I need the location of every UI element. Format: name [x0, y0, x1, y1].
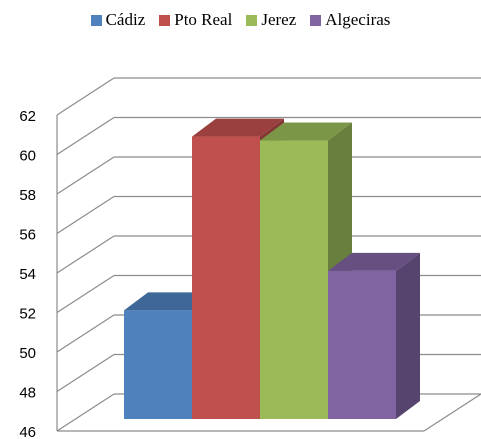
bar-jerez [260, 122, 352, 420]
y-axis-ticks: 46 48 50 52 54 56 58 60 62 [19, 108, 36, 439]
legend-label: Algeciras [325, 10, 391, 29]
bar-top [192, 118, 284, 137]
bar-front [260, 140, 328, 419]
legend-swatch [246, 14, 258, 26]
legend-swatch [159, 14, 171, 26]
floor-right-edge [423, 393, 481, 432]
legend-item-jerez: Jerez [246, 10, 296, 30]
y-tick-label: 50 [19, 345, 36, 362]
legend-label: Pto Real [174, 10, 233, 29]
gridline-side [56, 156, 115, 195]
gridline-side [56, 195, 115, 235]
y-tick-label: 54 [19, 266, 36, 283]
legend-swatch [310, 14, 322, 26]
y-tick-label: 52 [19, 306, 36, 323]
legend-label: Jerez [261, 10, 297, 29]
bar-top [328, 252, 420, 271]
bars [124, 118, 420, 420]
y-tick-label: 62 [19, 108, 36, 125]
gridline-side [56, 353, 115, 393]
y-tick-label: 46 [19, 424, 36, 439]
gridline-side [56, 274, 115, 314]
gridline-side [56, 314, 115, 353]
legend: Cádiz Pto Real Jerez Algeciras [0, 10, 481, 30]
bar-front [328, 270, 396, 419]
bar-top [260, 122, 352, 141]
gridline-side [56, 393, 115, 432]
legend-item-pto-real: Pto Real [159, 10, 232, 30]
y-tick-label: 48 [19, 385, 36, 402]
y-tick-label: 56 [19, 227, 36, 244]
bar-algeciras [328, 252, 420, 419]
y-tick-label: 58 [19, 187, 36, 204]
gridline-side [56, 116, 115, 156]
y-tick-label: 60 [19, 148, 36, 165]
gridline-side [56, 77, 115, 116]
legend-label: Cádiz [105, 10, 146, 29]
legend-swatch [90, 14, 102, 26]
bar-side [396, 252, 420, 419]
bar-front [192, 136, 260, 419]
legend-item-algeciras: Algeciras [310, 10, 390, 30]
legend-item-cadiz: Cádiz [90, 10, 146, 30]
bar-front [124, 310, 192, 419]
gridline-side [56, 235, 115, 274]
